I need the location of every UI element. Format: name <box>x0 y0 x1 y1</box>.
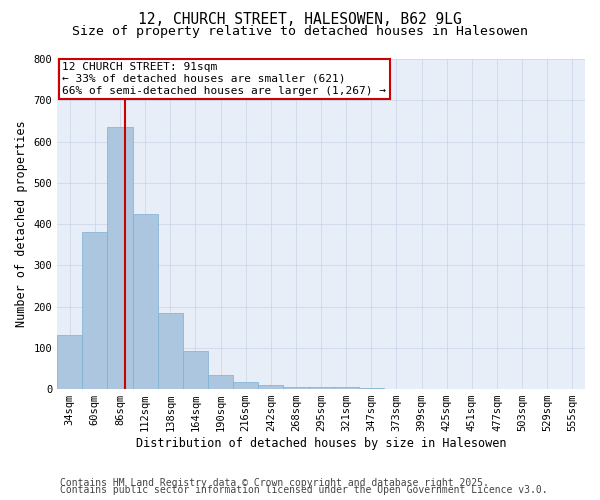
Bar <box>308 387 334 389</box>
Y-axis label: Number of detached properties: Number of detached properties <box>15 120 28 328</box>
Bar <box>158 313 183 389</box>
Bar <box>57 336 82 389</box>
Bar <box>107 127 133 389</box>
Bar <box>82 232 107 389</box>
Bar <box>258 385 283 389</box>
X-axis label: Distribution of detached houses by size in Halesowen: Distribution of detached houses by size … <box>136 437 506 450</box>
Text: Size of property relative to detached houses in Halesowen: Size of property relative to detached ho… <box>72 25 528 38</box>
Bar <box>183 351 208 389</box>
Text: Contains public sector information licensed under the Open Government Licence v3: Contains public sector information licen… <box>60 485 548 495</box>
Text: Contains HM Land Registry data © Crown copyright and database right 2025.: Contains HM Land Registry data © Crown c… <box>60 478 489 488</box>
Bar <box>359 388 384 389</box>
Bar <box>283 387 308 389</box>
Text: 12 CHURCH STREET: 91sqm
← 33% of detached houses are smaller (621)
66% of semi-d: 12 CHURCH STREET: 91sqm ← 33% of detache… <box>62 62 386 96</box>
Bar <box>208 374 233 389</box>
Text: 12, CHURCH STREET, HALESOWEN, B62 9LG: 12, CHURCH STREET, HALESOWEN, B62 9LG <box>138 12 462 28</box>
Bar <box>233 382 258 389</box>
Bar <box>133 214 158 389</box>
Bar <box>334 386 359 389</box>
